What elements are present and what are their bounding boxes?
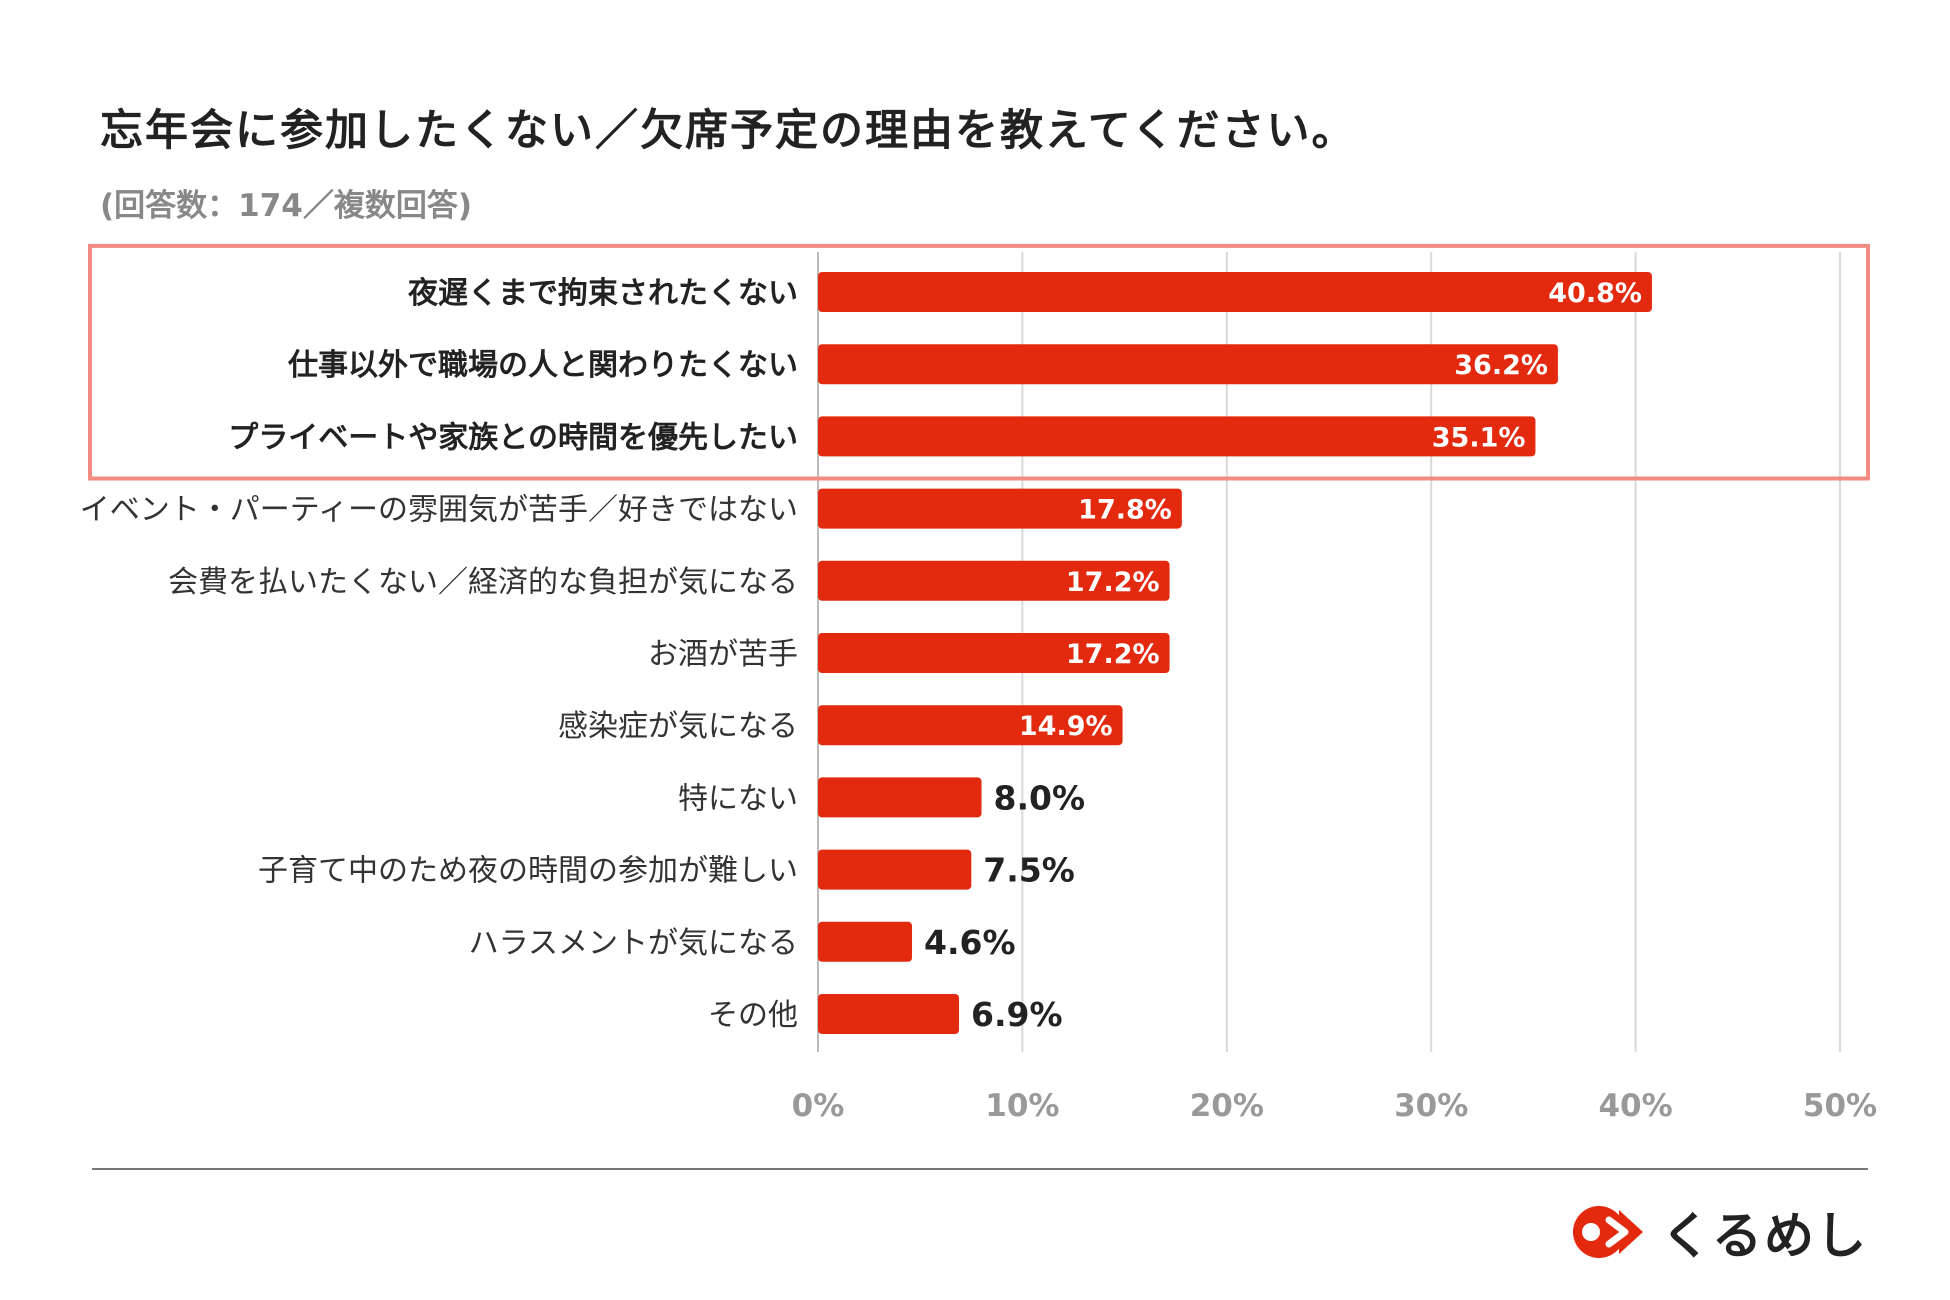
value-label: 17.8% xyxy=(1078,495,1172,526)
category-label: イベント・パーティーの雰囲気が苦手／好きではない xyxy=(80,493,798,528)
bar xyxy=(818,272,1652,312)
value-label: 40.8% xyxy=(1548,278,1642,309)
x-tick-label: 40% xyxy=(1598,1088,1672,1124)
brand-logo-icon xyxy=(1573,1206,1643,1258)
x-tick-label: 20% xyxy=(1190,1088,1264,1124)
chart-title: 忘年会に参加したくない／欠席予定の理由を教えてください。 xyxy=(100,106,1357,156)
category-label: 会費を払いたくない／経済的な負担が気になる xyxy=(168,565,798,600)
bar xyxy=(818,560,1170,601)
bar xyxy=(818,633,1170,673)
bar xyxy=(818,344,1558,385)
highlight-box xyxy=(88,243,1870,481)
category-label: ハラスメントが気になる xyxy=(469,926,798,961)
bar xyxy=(818,777,982,818)
bar xyxy=(818,488,1182,529)
bar xyxy=(818,994,960,1034)
category-label: お酒が苦手 xyxy=(648,637,798,672)
x-tick-label: 30% xyxy=(1394,1088,1468,1124)
brand-name: くるめし xyxy=(1661,1207,1868,1265)
value-label: 14.9% xyxy=(1019,711,1113,742)
category-label: 夜遅くまで拘束されたくない xyxy=(407,276,798,311)
value-label: 36.2% xyxy=(1454,350,1548,381)
x-tick-label: 0% xyxy=(792,1088,845,1124)
value-label: 8.0% xyxy=(994,778,1086,817)
value-label: 17.2% xyxy=(1066,567,1160,598)
value-label: 17.2% xyxy=(1066,639,1160,670)
brand-logo: くるめし xyxy=(1569,1196,1868,1268)
footer-divider xyxy=(92,1168,1868,1170)
value-label: 35.1% xyxy=(1432,422,1526,453)
category-label: 仕事以外で職場の人と関わりたくない xyxy=(287,348,798,383)
x-tick-label: 10% xyxy=(985,1088,1059,1124)
category-label: 子育て中のため夜の時間の参加が難しい xyxy=(258,854,798,889)
value-label: 6.9% xyxy=(971,995,1063,1034)
bar xyxy=(818,921,913,962)
x-tick-label: 50% xyxy=(1803,1088,1877,1124)
category-label: その他 xyxy=(708,998,798,1033)
bar xyxy=(818,849,972,890)
value-label: 7.5% xyxy=(983,851,1075,890)
category-label: 特にない xyxy=(678,781,798,816)
chart-subtitle: (回答数：174／複数回答) xyxy=(100,188,473,224)
category-label: 感染症が気になる xyxy=(558,709,798,744)
value-label: 4.6% xyxy=(924,923,1016,962)
bar xyxy=(818,416,1536,457)
bar xyxy=(818,705,1123,746)
category-label: プライベートや家族との時間を優先したい xyxy=(228,420,798,455)
